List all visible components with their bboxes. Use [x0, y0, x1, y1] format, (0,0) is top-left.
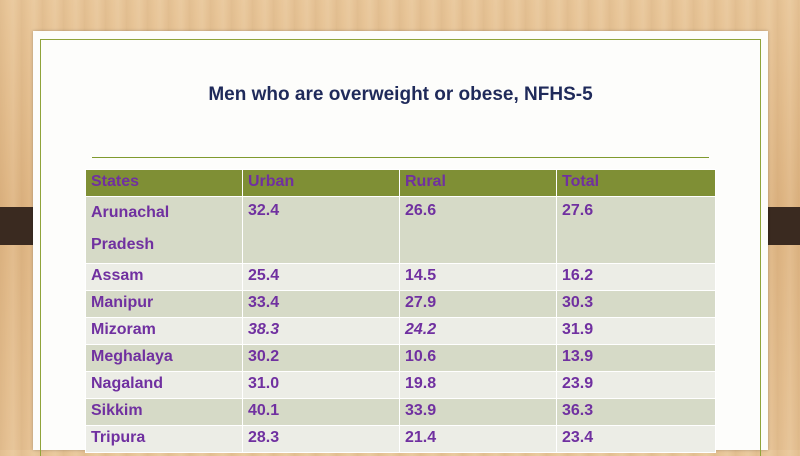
urban-cell: 40.1 — [242, 398, 400, 426]
slide: Men who are overweight or obese, NFHS-5 … — [33, 31, 768, 456]
table-row: Manipur 33.4 27.9 30.3 — [85, 290, 716, 318]
table-row: Nagaland 31.0 19.8 23.9 — [85, 371, 716, 399]
table-row: Tripura 28.3 21.4 23.4 — [85, 425, 716, 453]
rural-cell: 26.6 — [399, 196, 557, 264]
state-cell: Tripura — [85, 425, 243, 453]
urban-cell: 30.2 — [242, 344, 400, 372]
data-table: States Urban Rural Total Arunachal Prade… — [85, 169, 716, 453]
header-rural: Rural — [399, 169, 557, 197]
total-cell: 23.4 — [556, 425, 716, 453]
slide-frame — [40, 39, 761, 456]
total-cell: 23.9 — [556, 371, 716, 399]
table-row: Sikkim 40.1 33.9 36.3 — [85, 398, 716, 426]
total-cell: 30.3 — [556, 290, 716, 318]
header-urban: Urban — [242, 169, 400, 197]
rural-cell: 21.4 — [399, 425, 557, 453]
urban-cell: 28.3 — [242, 425, 400, 453]
table-row: Assam 25.4 14.5 16.2 — [85, 263, 716, 291]
urban-cell: 32.4 — [242, 196, 400, 264]
state-cell: Meghalaya — [85, 344, 243, 372]
state-cell: Sikkim — [85, 398, 243, 426]
rural-cell: 10.6 — [399, 344, 557, 372]
total-cell: 31.9 — [556, 317, 716, 345]
state-line-2: Pradesh — [91, 236, 155, 253]
state-line-1: Arunachal — [91, 204, 170, 221]
title-divider — [92, 157, 709, 158]
urban-cell: 33.4 — [242, 290, 400, 318]
total-cell: 36.3 — [556, 398, 716, 426]
state-cell: Manipur — [85, 290, 243, 318]
state-cell: Mizoram — [85, 317, 243, 345]
rural-cell: 19.8 — [399, 371, 557, 399]
rural-cell: 24.2 — [399, 317, 557, 345]
rural-cell: 14.5 — [399, 263, 557, 291]
rural-cell: 27.9 — [399, 290, 557, 318]
urban-cell: 38.3 — [242, 317, 400, 345]
state-cell: Arunachal Pradesh — [85, 196, 243, 264]
state-cell: Nagaland — [85, 371, 243, 399]
total-cell: 13.9 — [556, 344, 716, 372]
total-cell: 16.2 — [556, 263, 716, 291]
table-row: Arunachal Pradesh 32.4 26.6 27.6 — [85, 196, 716, 264]
slide-title: Men who are overweight or obese, NFHS-5 — [208, 84, 593, 105]
urban-cell: 31.0 — [242, 371, 400, 399]
table-row: Meghalaya 30.2 10.6 13.9 — [85, 344, 716, 372]
state-cell: Assam — [85, 263, 243, 291]
header-total: Total — [556, 169, 716, 197]
table-header-row: States Urban Rural Total — [85, 169, 716, 197]
urban-cell: 25.4 — [242, 263, 400, 291]
header-states: States — [85, 169, 243, 197]
table-row: Mizoram 38.3 24.2 31.9 — [85, 317, 716, 345]
total-cell: 27.6 — [556, 196, 716, 264]
rural-cell: 33.9 — [399, 398, 557, 426]
